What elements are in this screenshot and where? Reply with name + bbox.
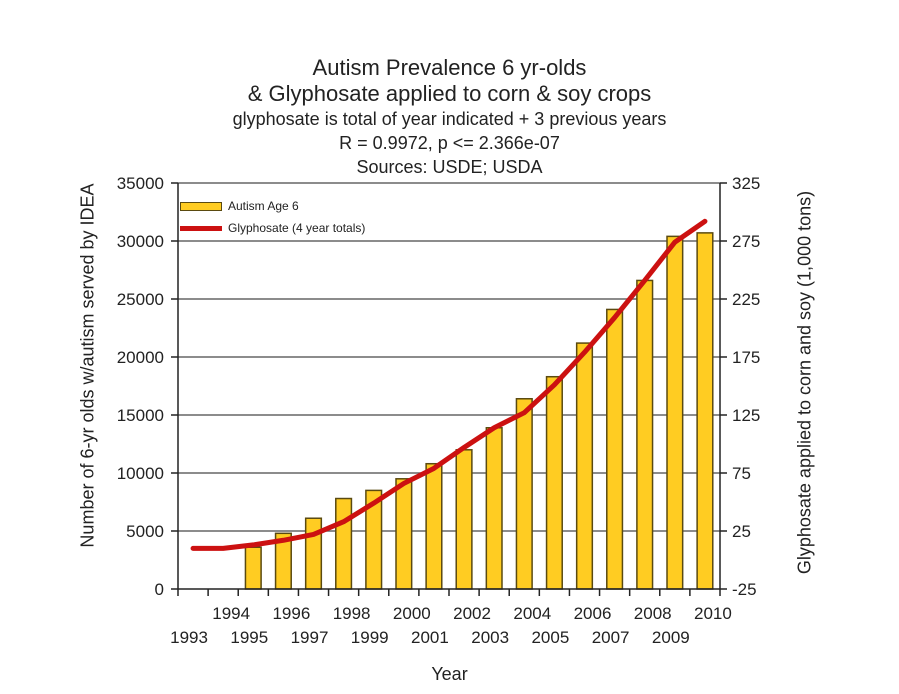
legend-label-autism: Autism Age 6	[228, 199, 299, 213]
svg-text:2010: 2010	[694, 604, 732, 623]
svg-text:2004: 2004	[513, 604, 551, 623]
y-axis-left-label: Number of 6-yr olds w/autism served by I…	[77, 183, 98, 548]
legend-item-glyphosate: Glyphosate (4 year totals)	[180, 217, 365, 239]
svg-text:175: 175	[732, 348, 760, 367]
svg-text:35000: 35000	[117, 174, 164, 193]
svg-text:2009: 2009	[652, 628, 690, 647]
svg-text:25000: 25000	[117, 290, 164, 309]
svg-text:1993: 1993	[170, 628, 208, 647]
svg-text:5000: 5000	[126, 522, 164, 541]
chart-subtitle: glyphosate is total of year indicated + …	[232, 109, 667, 129]
svg-text:2007: 2007	[592, 628, 630, 647]
svg-text:0: 0	[155, 580, 164, 599]
svg-text:325: 325	[732, 174, 760, 193]
x-axis-label: Year	[431, 664, 468, 684]
svg-text:2005: 2005	[531, 628, 569, 647]
bar-swatch-icon	[180, 201, 222, 211]
legend-item-autism: Autism Age 6	[180, 195, 365, 217]
svg-text:1999: 1999	[351, 628, 389, 647]
svg-text:2001: 2001	[411, 628, 449, 647]
chart-title-line1: Autism Prevalence 6 yr-olds	[312, 55, 587, 80]
svg-text:225: 225	[732, 290, 760, 309]
svg-text:1996: 1996	[272, 604, 310, 623]
svg-text:2000: 2000	[393, 604, 431, 623]
svg-text:25: 25	[732, 522, 751, 541]
line-swatch-icon	[180, 225, 222, 231]
svg-text:-25: -25	[732, 580, 757, 599]
sources: Sources: USDE; USDA	[356, 157, 543, 177]
correlation-stat: R = 0.9972, p <= 2.366e-07	[339, 133, 560, 153]
svg-text:1994: 1994	[212, 604, 250, 623]
svg-text:75: 75	[732, 464, 751, 483]
svg-text:1998: 1998	[333, 604, 371, 623]
svg-text:2002: 2002	[453, 604, 491, 623]
svg-text:10000: 10000	[117, 464, 164, 483]
svg-text:15000: 15000	[117, 406, 164, 425]
chart-title-line2: & Glyphosate applied to corn & soy crops	[247, 81, 652, 106]
legend-label-glyphosate: Glyphosate (4 year totals)	[228, 221, 366, 235]
svg-text:30000: 30000	[117, 232, 164, 251]
svg-text:20000: 20000	[117, 348, 164, 367]
y-axis-right-label: Glyphosate applied to corn and soy (1,00…	[794, 190, 815, 575]
svg-text:2003: 2003	[471, 628, 509, 647]
svg-text:2006: 2006	[574, 604, 612, 623]
svg-text:1997: 1997	[291, 628, 329, 647]
svg-text:275: 275	[732, 232, 760, 251]
legend: Autism Age 6 Glyphosate (4 year totals)	[180, 195, 365, 239]
svg-text:1995: 1995	[230, 628, 268, 647]
svg-text:2008: 2008	[634, 604, 672, 623]
svg-text:125: 125	[732, 406, 760, 425]
